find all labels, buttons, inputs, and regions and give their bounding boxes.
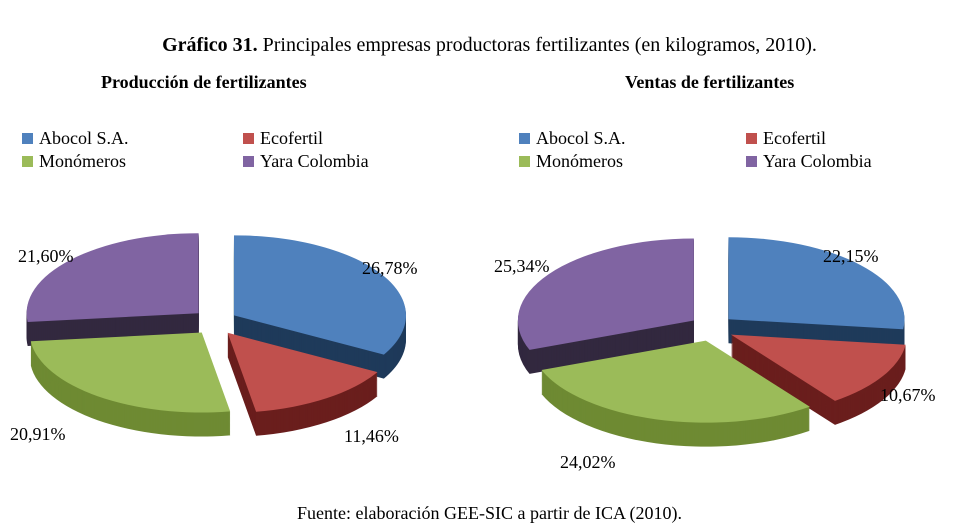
legend-item: Yara Colombia bbox=[746, 151, 872, 172]
legend-swatch bbox=[243, 133, 254, 144]
legend-label: Ecofertil bbox=[763, 128, 826, 148]
legend-label: Monómeros bbox=[39, 151, 126, 171]
pie-slice-ecofertil bbox=[730, 334, 906, 425]
legend-swatch bbox=[746, 133, 757, 144]
data-label: 26,78% bbox=[362, 258, 418, 278]
pie-slice-ecofertil bbox=[227, 332, 378, 436]
pie-slice-top bbox=[233, 235, 406, 355]
legend-item: Monómeros bbox=[22, 151, 126, 172]
data-label: 10,67% bbox=[880, 385, 936, 405]
pie-slice-top bbox=[227, 332, 378, 412]
data-label: 11,46% bbox=[344, 426, 399, 446]
pie-slice-yara-colombia bbox=[26, 233, 199, 346]
figure-title: Gráfico 31. Principales empresas product… bbox=[162, 34, 817, 56]
legend-swatch bbox=[519, 133, 530, 144]
legend-swatch bbox=[22, 156, 33, 167]
data-label: 21,60% bbox=[18, 246, 74, 266]
legend-swatch bbox=[22, 133, 33, 144]
legend-label: Yara Colombia bbox=[763, 151, 872, 171]
pie-slice-abocol-s-a- bbox=[728, 237, 905, 354]
legend-item: Abocol S.A. bbox=[519, 128, 626, 149]
chart-title-sales: Ventas de fertilizantes bbox=[625, 72, 795, 92]
legend-label: Monómeros bbox=[536, 151, 623, 171]
legend-swatch bbox=[519, 156, 530, 167]
pie-slice-top bbox=[728, 237, 905, 330]
pie-slice-top bbox=[30, 332, 231, 413]
pie-slice-top bbox=[517, 238, 694, 350]
chart-title-production: Producción de fertilizantes bbox=[101, 72, 307, 92]
legend-label: Abocol S.A. bbox=[536, 128, 626, 148]
legend-item: Yara Colombia bbox=[243, 151, 369, 172]
data-label: 20,91% bbox=[10, 424, 66, 444]
legend-label: Yara Colombia bbox=[260, 151, 369, 171]
data-label: 22,15% bbox=[823, 246, 879, 266]
data-label: 25,34% bbox=[494, 256, 550, 276]
legend-label: Ecofertil bbox=[260, 128, 323, 148]
legend-swatch bbox=[746, 156, 757, 167]
legend-swatch bbox=[243, 156, 254, 167]
pie-slice-top bbox=[730, 334, 906, 401]
source-note: Fuente: elaboración GEE-SIC a partir de … bbox=[297, 503, 682, 523]
legend-item: Monómeros bbox=[519, 151, 623, 172]
pie-slice-mon-meros bbox=[541, 340, 810, 447]
pie-slice-abocol-s-a- bbox=[233, 235, 406, 379]
pie-slice-top bbox=[541, 340, 810, 423]
legend-item: Ecofertil bbox=[243, 128, 323, 149]
pie-slice-top bbox=[26, 233, 199, 322]
legend-item: Abocol S.A. bbox=[22, 128, 129, 149]
data-label: 24,02% bbox=[560, 452, 616, 472]
pie-slice-mon-meros bbox=[30, 332, 231, 437]
legend-label: Abocol S.A. bbox=[39, 128, 129, 148]
legend-item: Ecofertil bbox=[746, 128, 826, 149]
pie-slice-yara-colombia bbox=[517, 238, 694, 374]
